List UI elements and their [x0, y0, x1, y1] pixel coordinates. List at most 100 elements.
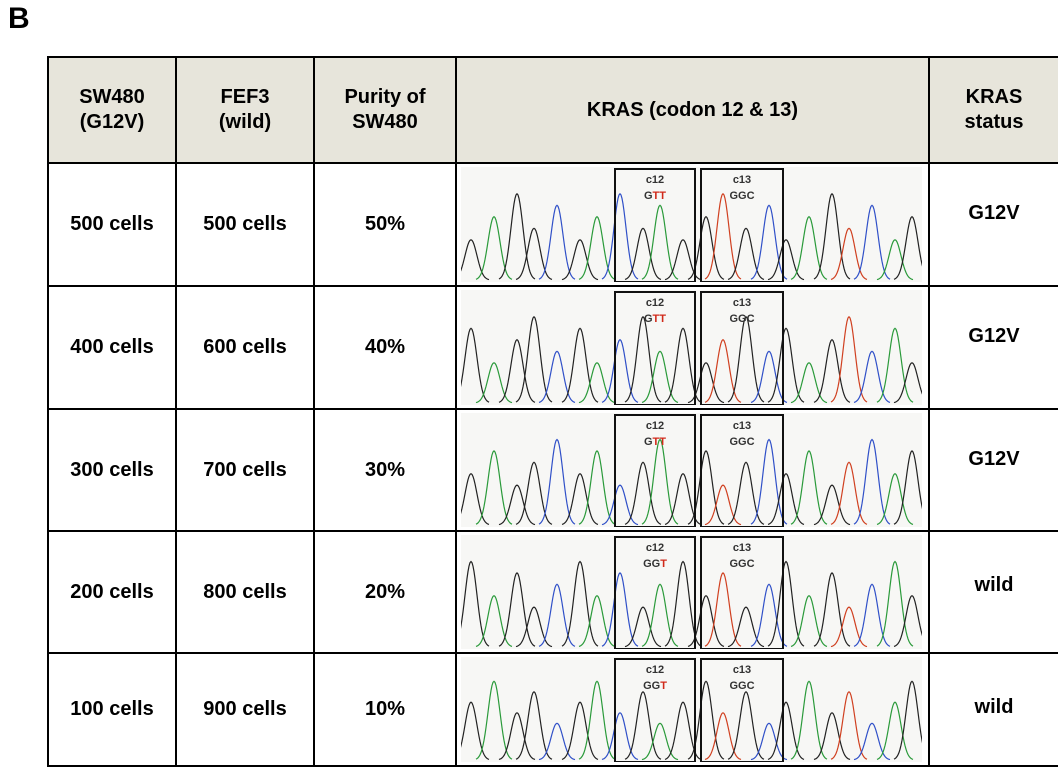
- peak: [791, 363, 827, 403]
- cell-purity: 30%: [314, 409, 456, 531]
- codon-label: c13: [733, 664, 751, 676]
- cell-sw480: 100 cells: [48, 653, 176, 766]
- cell-fef3: 500 cells: [176, 163, 314, 286]
- peak: [728, 607, 764, 647]
- peak: [625, 607, 661, 647]
- codon-sequence: GGC: [729, 436, 754, 448]
- peak: [751, 723, 787, 759]
- peak: [894, 451, 922, 524]
- header-cell: KRAS (codon 12 & 13): [456, 57, 929, 163]
- peak: [476, 596, 512, 647]
- peak: [516, 228, 552, 279]
- codon-sequence: GGT: [643, 558, 667, 570]
- codon-label: c12: [646, 542, 664, 554]
- peak: [854, 351, 890, 402]
- peak: [791, 596, 827, 647]
- peak: [516, 607, 552, 647]
- header-text: SW480: [49, 85, 175, 110]
- cell-sw480: 500 cells: [48, 163, 176, 286]
- codon-label: c13: [733, 174, 751, 186]
- peak: [705, 713, 741, 760]
- header-text: KRAS (codon 12 & 13): [457, 98, 928, 123]
- codon-label: c13: [733, 297, 751, 309]
- header-cell: FEF3(wild): [176, 57, 314, 163]
- peak: [562, 474, 598, 525]
- table-row: 100 cells900 cells10%c12GGTc13GGCwild: [48, 653, 1058, 766]
- peak: [877, 240, 913, 280]
- codon-sequence: GTT: [644, 313, 666, 325]
- cell-status: wild: [929, 653, 1058, 766]
- header-text: (G12V): [49, 110, 175, 135]
- chromatogram: c12 GTT c13 GGC: [461, 290, 922, 405]
- peak: [539, 723, 575, 759]
- cell-trace: c12GGTc13GGC: [456, 531, 929, 653]
- header-text: (wild): [177, 110, 313, 135]
- peak: [705, 485, 741, 524]
- peak: [814, 713, 850, 760]
- codon-label: c12: [646, 420, 664, 432]
- peak: [877, 474, 913, 525]
- header-cell: SW480(G12V): [48, 57, 176, 163]
- peak: [539, 351, 575, 402]
- peak: [728, 228, 764, 279]
- peak: [831, 317, 867, 402]
- peak: [705, 194, 741, 279]
- codon-label: c12: [646, 664, 664, 676]
- peak: [461, 702, 489, 759]
- peak: [831, 228, 867, 279]
- peak: [894, 681, 922, 759]
- cell-fef3: 800 cells: [176, 531, 314, 653]
- cell-trace: c12 GTT c13 GGC: [456, 286, 929, 409]
- cell-trace: c12GTTc13GGC: [456, 163, 929, 286]
- peak: [499, 485, 535, 524]
- peak: [579, 596, 615, 647]
- cell-sw480: 300 cells: [48, 409, 176, 531]
- cell-status: wild: [929, 531, 1058, 653]
- peak: [831, 607, 867, 647]
- peak: [602, 713, 638, 760]
- codon-label: c12: [646, 297, 664, 309]
- peak: [516, 317, 552, 402]
- cell-purity: 10%: [314, 653, 456, 766]
- header-text: SW480: [315, 110, 455, 135]
- cell-fef3: 600 cells: [176, 286, 314, 409]
- panel-label: B: [8, 2, 30, 36]
- cell-trace: c12GGTc13GGC: [456, 653, 929, 766]
- peak: [476, 363, 512, 403]
- peak: [768, 474, 804, 525]
- peak: [751, 351, 787, 402]
- codon-label: c12: [646, 174, 664, 186]
- cell-status: G12V: [929, 286, 1058, 409]
- header-text: status: [930, 110, 1058, 135]
- peak: [499, 713, 535, 760]
- header-text: FEF3: [177, 85, 313, 110]
- peak: [768, 240, 804, 280]
- peak: [642, 351, 678, 402]
- table-row: 200 cells800 cells20%c12GGTc13GGCwild: [48, 531, 1058, 653]
- peak: [579, 363, 615, 403]
- cell-fef3: 700 cells: [176, 409, 314, 531]
- codon-label: c13: [733, 420, 751, 432]
- peak: [602, 485, 638, 524]
- cell-purity: 20%: [314, 531, 456, 653]
- peak: [688, 363, 724, 403]
- cell-sw480: 200 cells: [48, 531, 176, 653]
- peak: [854, 723, 890, 759]
- cell-status: G12V: [929, 163, 1058, 286]
- peak: [642, 723, 678, 759]
- cell-fef3: 900 cells: [176, 653, 314, 766]
- cell-sw480: 400 cells: [48, 286, 176, 409]
- codon-sequence: GTT: [644, 436, 666, 448]
- codon-sequence: GGC: [729, 313, 754, 325]
- codon-label: c13: [733, 542, 751, 554]
- cell-purity: 50%: [314, 163, 456, 286]
- cell-trace: c12 GTT c13 GGC: [456, 409, 929, 531]
- peak: [562, 240, 598, 280]
